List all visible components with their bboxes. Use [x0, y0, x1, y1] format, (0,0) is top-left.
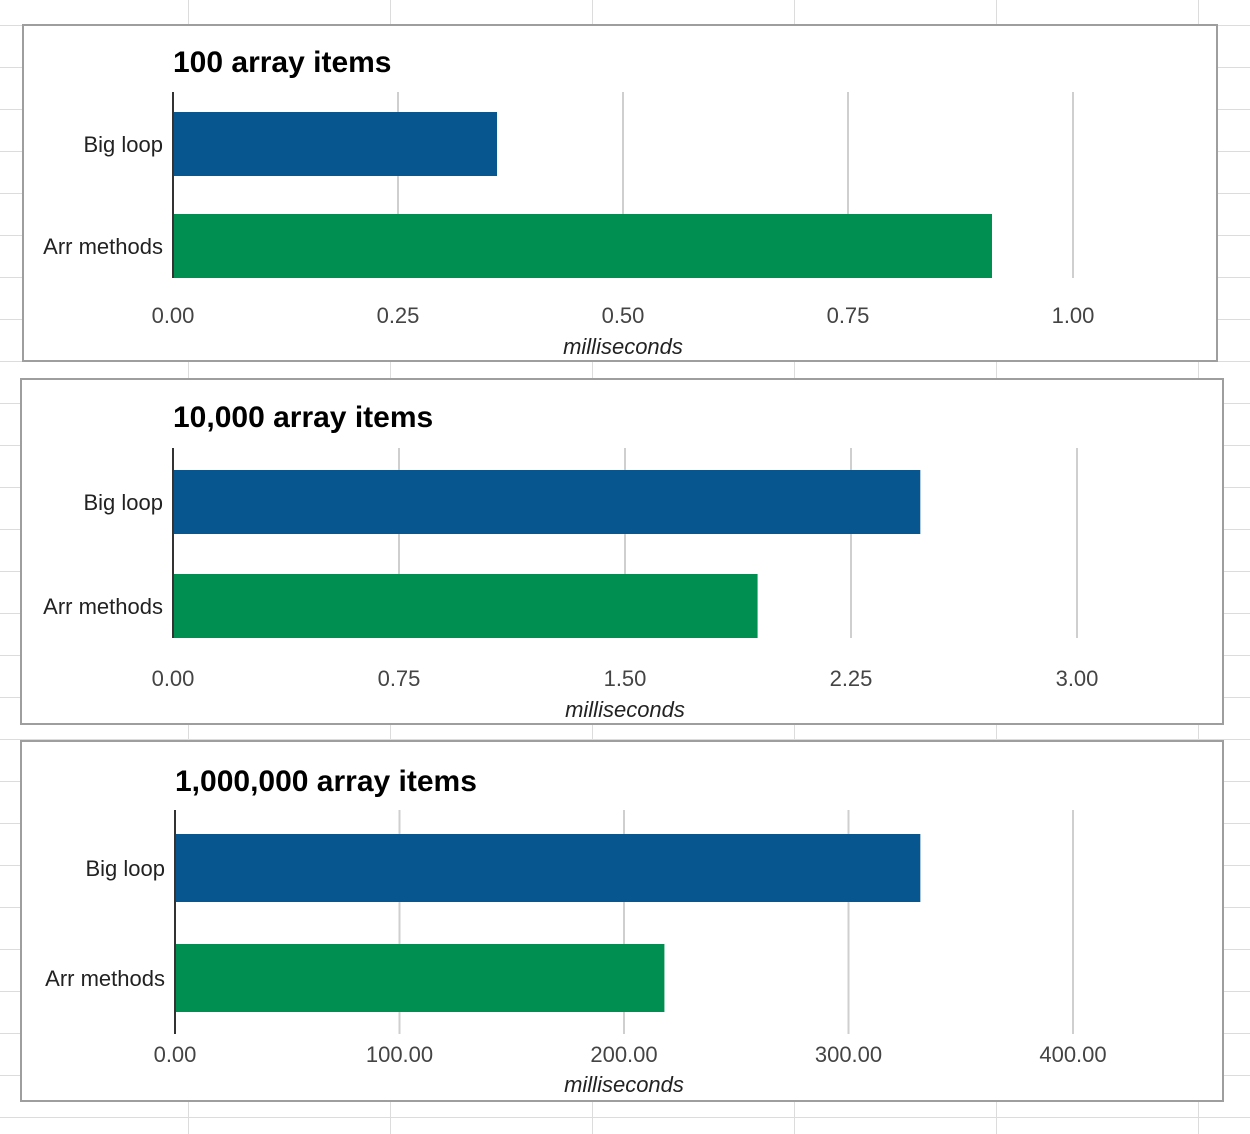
bar-arr-methods [175, 944, 665, 1012]
x-axis-title: milliseconds [565, 697, 685, 722]
category-label: Big loop [83, 490, 163, 515]
x-tick-label: 200.00 [590, 1042, 657, 1067]
chart-title: 1,000,000 array items [175, 765, 477, 798]
bar-chart-10000-items: Big loop Arr methods 0.00 0.75 1.50 2.25 3.00 m… [43, 401, 1099, 722]
x-tick-label: 0.75 [827, 303, 870, 328]
x-tick-label: 100.00 [366, 1042, 433, 1067]
bar-chart-100-items: Big loop Arr methods 0.00 0.25 0.50 0.75 1.00 m… [43, 46, 1095, 359]
x-tick-label: 0.75 [378, 666, 421, 691]
x-tick-label: 0.00 [152, 666, 195, 691]
chart-panel-100-items: Big loop Arr methods 0.00 0.25 0.50 0.75 1.00 m… [22, 24, 1218, 362]
bar-arr-methods [173, 574, 758, 638]
category-label: Arr methods [43, 234, 163, 259]
category-label: Big loop [85, 856, 165, 881]
bar-chart-1000000-items: Big loop Arr methods 0.00 100.00 200.00 300.0… [45, 765, 1106, 1097]
bar-big-loop [173, 470, 921, 534]
chart-panel-1000000-items: Big loop Arr methods 0.00 100.00 200.00 300.0… [20, 740, 1224, 1102]
x-tick-label: 300.00 [815, 1042, 882, 1067]
x-tick-label: 3.00 [1056, 666, 1099, 691]
x-tick-label: 400.00 [1039, 1042, 1106, 1067]
bar-big-loop [175, 834, 921, 902]
x-tick-label: 0.25 [377, 303, 420, 328]
x-tick-label: 1.50 [604, 666, 647, 691]
chart-panel-10000-items: Big loop Arr methods 0.00 0.75 1.50 2.25 3.00 m… [20, 378, 1224, 725]
x-axis-title: milliseconds [563, 334, 683, 359]
x-tick-label: 0.50 [602, 303, 645, 328]
category-label: Arr methods [45, 966, 165, 991]
bar-arr-methods [173, 214, 992, 278]
x-tick-label: 2.25 [830, 666, 873, 691]
category-label: Big loop [83, 132, 163, 157]
x-tick-label: 0.00 [152, 303, 195, 328]
chart-title: 10,000 array items [173, 401, 433, 434]
x-tick-label: 1.00 [1052, 303, 1095, 328]
category-label: Arr methods [43, 594, 163, 619]
x-axis-title: milliseconds [564, 1072, 684, 1097]
x-tick-label: 0.00 [154, 1042, 197, 1067]
chart-title: 100 array items [173, 46, 392, 79]
bar-big-loop [173, 112, 497, 176]
